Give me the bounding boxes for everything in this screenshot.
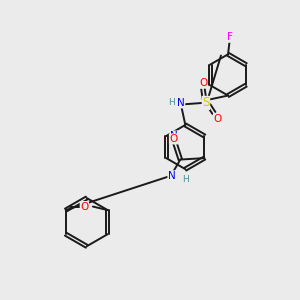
Text: S: S	[202, 96, 210, 110]
Text: N: N	[177, 98, 185, 108]
Text: N: N	[168, 171, 176, 181]
Text: O: O	[80, 202, 88, 212]
Text: O: O	[214, 114, 222, 124]
Text: F: F	[226, 32, 232, 42]
Text: O: O	[169, 134, 178, 144]
Text: O: O	[199, 78, 207, 88]
Text: N: N	[170, 131, 178, 141]
Text: H: H	[182, 175, 189, 184]
Text: H: H	[168, 98, 174, 107]
